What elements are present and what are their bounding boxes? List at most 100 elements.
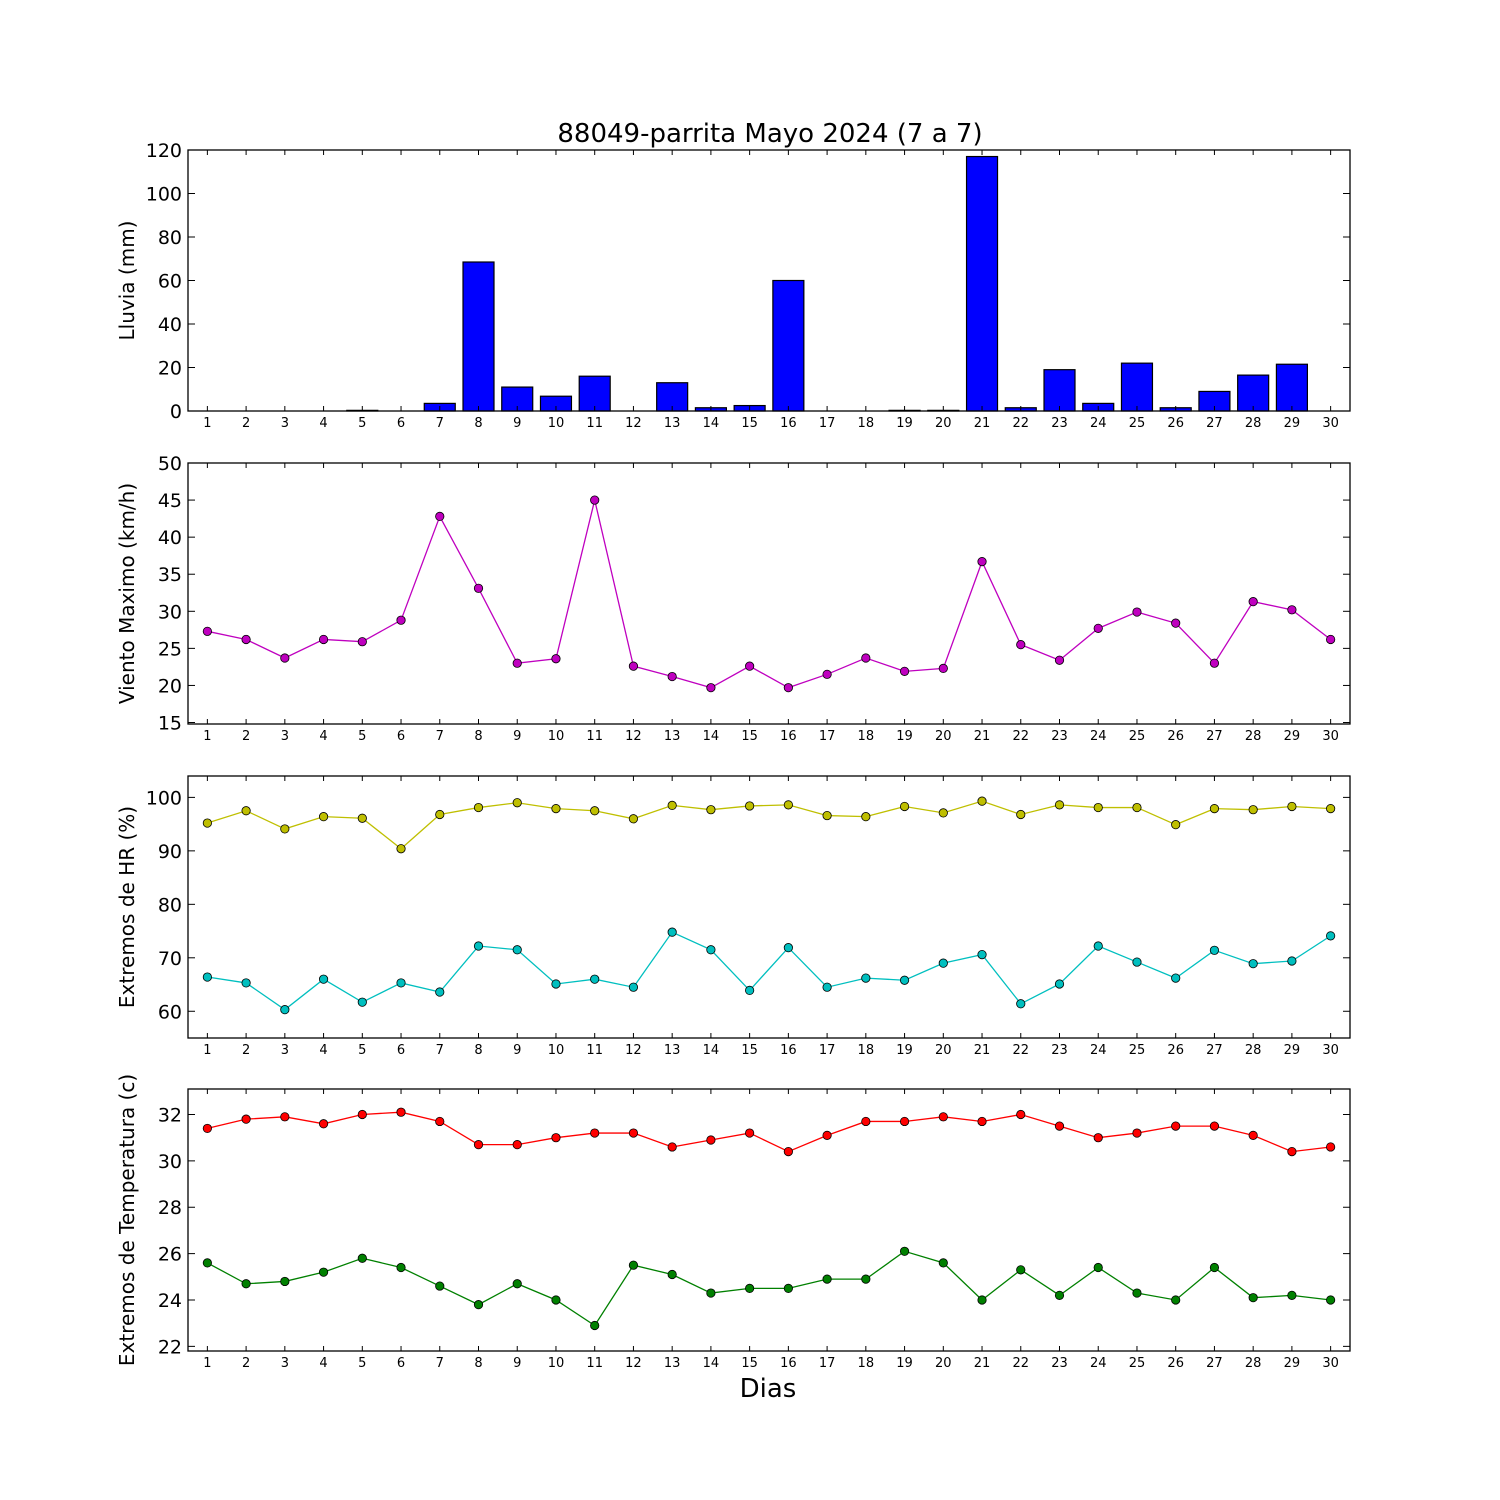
x-tick-label: 19 bbox=[896, 1356, 913, 1371]
series-2-point-day-5 bbox=[357, 997, 367, 1007]
x-tick-label: 29 bbox=[1284, 729, 1301, 744]
y-tick-label: 20 bbox=[158, 675, 182, 697]
x-tick-label: 2 bbox=[242, 1043, 250, 1058]
x-tick-label: 11 bbox=[586, 729, 603, 744]
series-1-point-day-23 bbox=[1054, 800, 1065, 810]
series-2-point-day-18 bbox=[861, 973, 871, 983]
series-1-point-day-17 bbox=[822, 669, 832, 679]
series-2-point-day-1 bbox=[202, 1258, 212, 1268]
series-1-point-day-20 bbox=[938, 808, 948, 818]
x-tick-label: 18 bbox=[858, 1356, 875, 1371]
x-tick-label: 12 bbox=[625, 1356, 642, 1371]
series-1-point-day-25 bbox=[1132, 802, 1142, 813]
series-1-point-day-26 bbox=[1171, 1121, 1181, 1131]
series-2-point-day-14 bbox=[706, 1288, 716, 1298]
x-tick-label: 17 bbox=[819, 416, 836, 431]
series-1-point-day-10 bbox=[551, 654, 561, 664]
bar-day-11 bbox=[578, 375, 611, 412]
series-1-point-day-6 bbox=[396, 1107, 406, 1117]
x-tick-label: 7 bbox=[436, 416, 444, 431]
series-2-point-day-1 bbox=[202, 972, 212, 982]
y-tick-label: 120 bbox=[146, 140, 182, 162]
series-1-point-day-24 bbox=[1093, 1133, 1103, 1143]
x-tick-label: 29 bbox=[1284, 1356, 1301, 1371]
series-2-point-day-21 bbox=[977, 1295, 987, 1305]
bar-day-16 bbox=[772, 279, 805, 412]
x-tick-label: 14 bbox=[703, 1356, 720, 1371]
x-tick-label: 20 bbox=[935, 1356, 952, 1371]
x-tick-label: 1 bbox=[203, 1043, 211, 1058]
series-2-point-day-16 bbox=[783, 1283, 793, 1294]
x-tick-label: 25 bbox=[1129, 729, 1146, 744]
series-1-point-day-25 bbox=[1132, 607, 1142, 617]
series-1-point-day-11 bbox=[590, 806, 600, 816]
series-2-point-day-6 bbox=[396, 978, 406, 988]
x-tick-label: 2 bbox=[242, 1356, 250, 1371]
series-1-point-day-18 bbox=[861, 653, 871, 663]
series-1-point-day-5 bbox=[357, 1109, 367, 1120]
x-tick-label: 16 bbox=[780, 1356, 797, 1371]
x-tick-label: 12 bbox=[625, 1043, 642, 1058]
bar-day-29 bbox=[1275, 363, 1309, 412]
series-2-line bbox=[207, 931, 1331, 1011]
x-tick-label: 23 bbox=[1051, 1356, 1068, 1371]
y-tick-label: 100 bbox=[146, 184, 182, 206]
x-tick-label: 10 bbox=[548, 729, 565, 744]
series-2-point-day-28 bbox=[1248, 959, 1258, 969]
x-tick-label: 22 bbox=[1012, 416, 1029, 431]
series-2-point-day-9 bbox=[512, 1279, 522, 1289]
series-2-point-day-27 bbox=[1209, 1262, 1220, 1273]
series-1-point-day-4 bbox=[318, 1119, 329, 1129]
series-1-point-day-2 bbox=[241, 634, 251, 645]
y-axis-label: Lluvia (mm) bbox=[115, 221, 139, 341]
series-2-point-day-24 bbox=[1093, 941, 1103, 951]
x-tick-label: 10 bbox=[548, 1043, 565, 1058]
x-tick-label: 1 bbox=[203, 416, 211, 431]
series-1-point-day-16 bbox=[783, 683, 793, 693]
x-tick-label: 17 bbox=[819, 1356, 836, 1371]
x-tick-label: 18 bbox=[858, 1043, 875, 1058]
x-tick-label: 13 bbox=[664, 729, 681, 744]
y-axis-label: Viento Maximo (km/h) bbox=[115, 483, 139, 704]
x-tick-label: 19 bbox=[896, 1043, 913, 1058]
series-1-point-day-7 bbox=[435, 511, 445, 521]
series-2-point-day-4 bbox=[318, 1267, 329, 1277]
series-1-point-day-22 bbox=[1016, 809, 1026, 820]
series-1-point-day-8 bbox=[473, 583, 484, 593]
series-2-point-day-19 bbox=[899, 1246, 910, 1256]
y-tick-label: 45 bbox=[158, 490, 182, 512]
x-tick-label: 11 bbox=[586, 1356, 603, 1371]
series-2-point-day-26 bbox=[1171, 1295, 1181, 1305]
series-2-point-day-20 bbox=[938, 958, 948, 968]
x-tick-label: 6 bbox=[397, 729, 405, 744]
series-1-point-day-3 bbox=[280, 824, 290, 834]
x-tick-label: 9 bbox=[513, 729, 521, 744]
x-tick-label: 20 bbox=[935, 729, 952, 744]
y-tick-label: 26 bbox=[158, 1244, 182, 1266]
series-1-point-day-19 bbox=[899, 801, 910, 812]
y-tick-label: 0 bbox=[170, 401, 182, 423]
series-2-point-day-29 bbox=[1287, 1290, 1297, 1300]
series-1-point-day-21 bbox=[977, 1116, 987, 1127]
y-tick-label: 50 bbox=[158, 453, 182, 475]
series-1-point-day-29 bbox=[1287, 605, 1297, 615]
series-1-point-day-15 bbox=[745, 1128, 755, 1138]
series-1-point-day-24 bbox=[1093, 623, 1103, 633]
series-1-point-day-28 bbox=[1248, 805, 1258, 815]
series-1-point-day-6 bbox=[396, 615, 406, 625]
x-tick-label: 18 bbox=[858, 416, 875, 431]
x-tick-label: 17 bbox=[819, 729, 836, 744]
series-1-point-day-3 bbox=[280, 653, 290, 663]
series-1-point-day-10 bbox=[551, 804, 561, 814]
series-1-point-day-2 bbox=[241, 1114, 251, 1124]
series-2-point-day-13 bbox=[667, 1269, 677, 1280]
series-1-point-day-1 bbox=[202, 818, 212, 828]
series-1-point-day-23 bbox=[1054, 655, 1065, 665]
series-1-point-day-12 bbox=[628, 1128, 639, 1138]
series-1-point-day-1 bbox=[202, 1123, 212, 1134]
series-2-point-day-23 bbox=[1054, 1290, 1065, 1300]
series-2-point-day-18 bbox=[861, 1274, 871, 1284]
series-1-point-day-6 bbox=[396, 844, 406, 854]
y-tick-label: 70 bbox=[158, 948, 182, 970]
